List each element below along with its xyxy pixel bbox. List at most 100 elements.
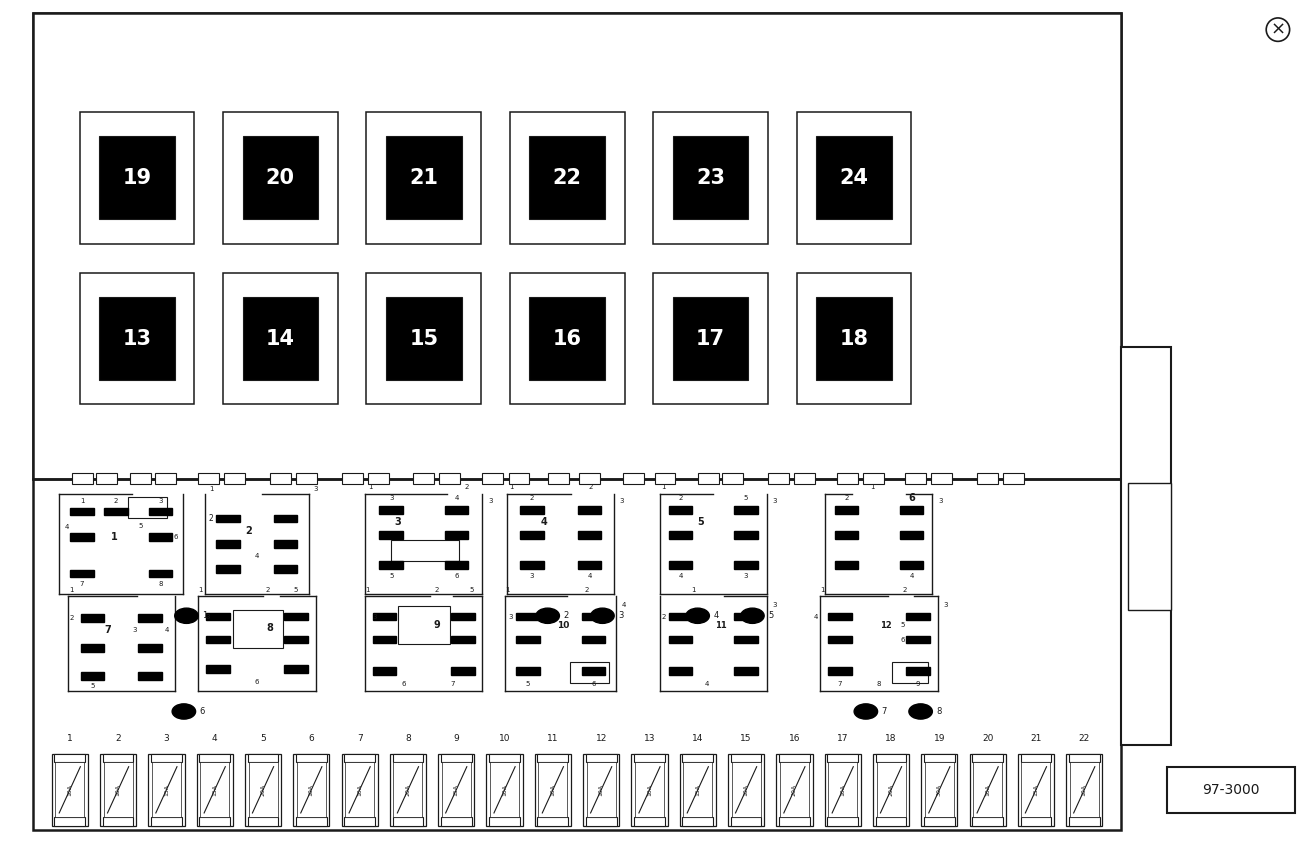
- Text: 9: 9: [915, 680, 921, 687]
- Text: ×: ×: [1270, 20, 1286, 39]
- Text: 5: 5: [768, 612, 773, 620]
- Bar: [149, 508, 172, 515]
- Text: 4: 4: [704, 680, 709, 687]
- Bar: [149, 534, 172, 540]
- Bar: [969, 754, 1005, 826]
- Bar: [816, 297, 892, 380]
- Bar: [55, 762, 85, 817]
- Text: 13: 13: [644, 734, 655, 743]
- Bar: [780, 762, 808, 817]
- Bar: [393, 754, 424, 762]
- Text: 17: 17: [696, 329, 725, 349]
- Bar: [223, 112, 338, 244]
- Text: 5: 5: [526, 680, 531, 687]
- Text: 10A: 10A: [550, 783, 556, 796]
- Text: 97-3000: 97-3000: [1202, 783, 1260, 797]
- Bar: [70, 534, 94, 540]
- Bar: [835, 532, 858, 539]
- Bar: [734, 635, 758, 644]
- Text: 11: 11: [548, 734, 558, 743]
- Text: 15A: 15A: [213, 783, 218, 796]
- Text: 10A: 10A: [1082, 783, 1086, 796]
- Text: 2: 2: [589, 484, 593, 490]
- Text: 1: 1: [820, 586, 825, 593]
- Bar: [698, 473, 719, 484]
- Bar: [900, 532, 923, 539]
- Text: 5: 5: [293, 586, 299, 593]
- Text: 4: 4: [540, 517, 548, 527]
- Bar: [346, 762, 374, 817]
- Bar: [776, 754, 812, 826]
- Bar: [1069, 754, 1099, 762]
- Text: 1: 1: [661, 484, 666, 490]
- Bar: [578, 506, 601, 513]
- Text: 2: 2: [661, 613, 666, 620]
- Text: 3: 3: [163, 734, 170, 743]
- Bar: [243, 297, 318, 380]
- Bar: [342, 754, 378, 826]
- Text: 5: 5: [389, 573, 394, 579]
- Bar: [734, 667, 758, 674]
- Bar: [206, 635, 230, 644]
- Bar: [669, 506, 692, 513]
- Circle shape: [536, 608, 559, 623]
- Text: 2: 2: [844, 495, 849, 501]
- Text: 8: 8: [936, 707, 941, 716]
- Bar: [379, 532, 403, 539]
- Bar: [284, 612, 308, 620]
- Text: 6: 6: [591, 680, 596, 687]
- Bar: [669, 612, 692, 620]
- Bar: [653, 273, 768, 405]
- Bar: [441, 817, 472, 826]
- Bar: [537, 754, 569, 762]
- Bar: [55, 817, 85, 826]
- Bar: [578, 561, 601, 569]
- Bar: [72, 473, 93, 484]
- Bar: [373, 667, 396, 674]
- Bar: [730, 817, 762, 826]
- Text: 2: 2: [115, 734, 121, 743]
- Bar: [585, 817, 617, 826]
- Text: 4: 4: [814, 613, 819, 620]
- Text: 2: 2: [584, 586, 589, 593]
- Bar: [200, 754, 230, 762]
- Text: 5: 5: [900, 622, 905, 628]
- Bar: [441, 754, 472, 762]
- Bar: [274, 514, 297, 522]
- Text: 3: 3: [743, 573, 748, 579]
- Text: 1: 1: [69, 586, 74, 593]
- Bar: [520, 561, 544, 569]
- Bar: [451, 635, 475, 644]
- Bar: [835, 506, 858, 513]
- Bar: [635, 762, 664, 817]
- Bar: [906, 667, 930, 674]
- Bar: [373, 635, 396, 644]
- Bar: [1069, 762, 1099, 817]
- Text: 4: 4: [622, 601, 626, 608]
- Bar: [138, 673, 162, 679]
- Bar: [516, 612, 540, 620]
- Bar: [373, 612, 396, 620]
- Bar: [201, 762, 230, 817]
- Text: 3: 3: [132, 627, 137, 634]
- Text: 15: 15: [741, 734, 752, 743]
- Bar: [70, 570, 94, 578]
- Text: 1: 1: [67, 734, 73, 743]
- Bar: [548, 473, 569, 484]
- Bar: [344, 817, 376, 826]
- Bar: [451, 612, 475, 620]
- Bar: [284, 666, 308, 673]
- Text: 1: 1: [365, 586, 370, 593]
- Circle shape: [686, 608, 709, 623]
- Bar: [722, 473, 743, 484]
- Bar: [99, 297, 175, 380]
- Bar: [81, 615, 104, 622]
- Bar: [55, 754, 85, 762]
- Text: 3: 3: [529, 573, 535, 579]
- Bar: [1018, 754, 1054, 826]
- Text: 2: 2: [209, 514, 214, 523]
- Text: 15A: 15A: [695, 783, 700, 796]
- Text: 1: 1: [198, 586, 203, 593]
- Bar: [520, 506, 544, 513]
- Bar: [579, 473, 600, 484]
